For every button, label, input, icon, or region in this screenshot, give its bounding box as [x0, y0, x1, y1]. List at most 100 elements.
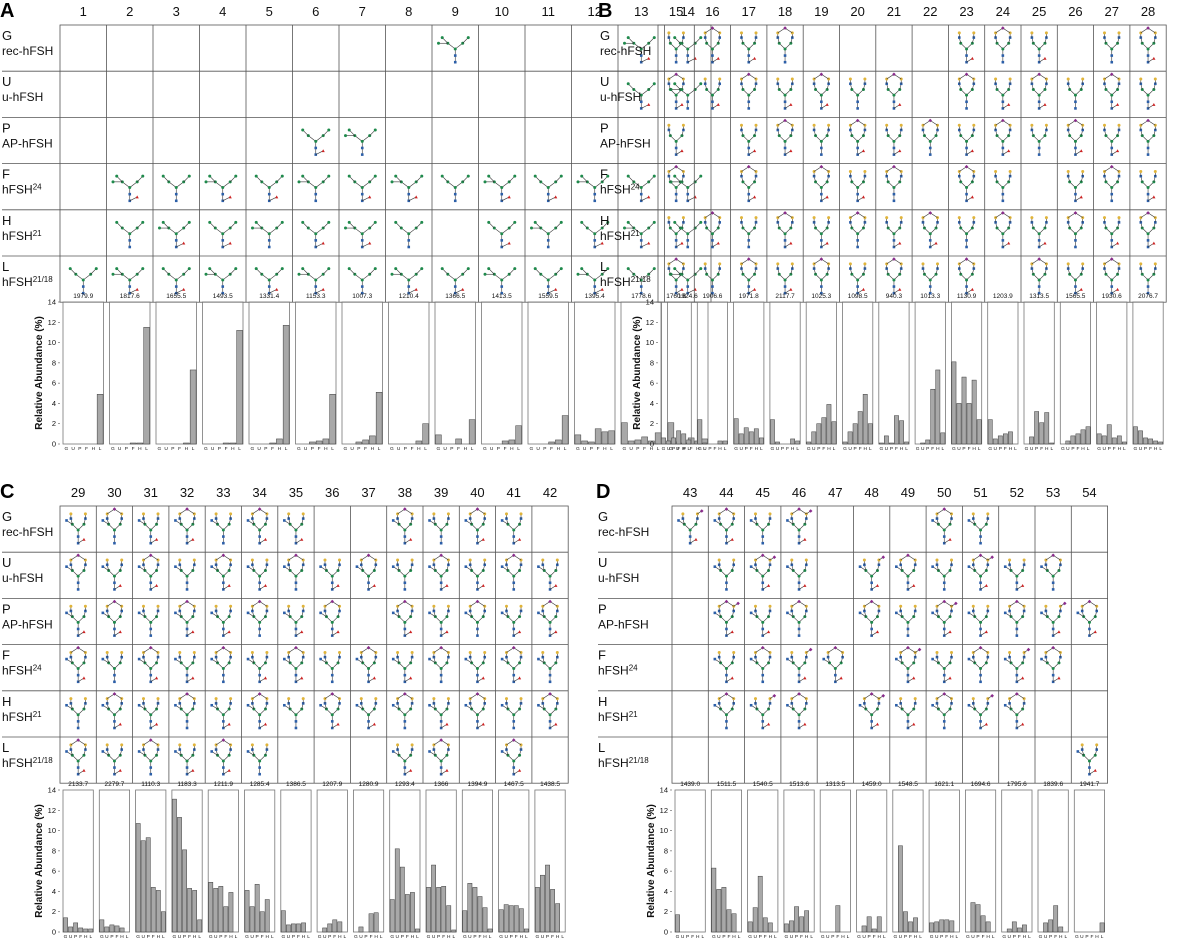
- glycan-structure-icon: [739, 72, 758, 110]
- mass-label: 1285.4: [250, 781, 270, 788]
- x-category-label: P: [218, 446, 221, 452]
- bar: [748, 431, 754, 445]
- y-axis-label: Relative Abundance (%): [632, 316, 643, 430]
- bar: [223, 906, 229, 933]
- mass-label: 1559.5: [538, 293, 558, 300]
- x-category-label: P: [171, 446, 174, 452]
- x-category-label: U: [935, 934, 939, 938]
- glycan-structure-icon: [391, 507, 414, 545]
- bar: [976, 419, 982, 445]
- bar: [254, 884, 260, 933]
- bar-frame: [747, 789, 779, 933]
- glycan-structure-icon: [749, 553, 777, 591]
- glycan-structure-icon: [355, 697, 378, 730]
- x-category-label: P: [672, 446, 675, 452]
- row-name-text: hFSH: [2, 183, 33, 197]
- x-category-label: P: [256, 934, 259, 938]
- glycan-structure-icon: [158, 220, 191, 249]
- bar-frame: [856, 789, 888, 933]
- x-category-label: G: [1075, 934, 1079, 938]
- y-tick-label: 10: [48, 826, 56, 835]
- glycan-structure-icon: [1003, 599, 1026, 637]
- glycan-structure-icon: [533, 267, 563, 295]
- x-category-label: U: [667, 446, 671, 452]
- x-category-label: P: [473, 934, 476, 938]
- column-number: 19: [814, 4, 828, 19]
- mass-label: 1013.3: [920, 293, 940, 300]
- glycan-structure-icon: [391, 558, 414, 591]
- glycan-structure-icon: [713, 599, 740, 637]
- bar: [811, 431, 817, 445]
- y-axis-label: Relative Abundance (%): [34, 804, 45, 918]
- bar-frame: [914, 301, 946, 445]
- bar-frame: [135, 789, 167, 933]
- x-category-label: F: [551, 934, 554, 938]
- bar: [775, 441, 780, 445]
- column-number: 24: [996, 4, 1010, 19]
- x-category-label: L: [610, 446, 613, 452]
- bar: [1158, 441, 1164, 445]
- bar: [355, 441, 363, 445]
- glycan-structure-icon: [251, 220, 284, 249]
- bar: [249, 906, 255, 933]
- glycan-structure-icon: [137, 738, 160, 776]
- x-category-label: L: [833, 446, 836, 452]
- x-category-label: F: [411, 446, 414, 452]
- bar: [747, 921, 753, 933]
- row-name-text: u-hFSH: [600, 90, 641, 104]
- glycan-structure-icon: [1066, 118, 1085, 156]
- x-category-label: P: [1071, 446, 1074, 452]
- x-category-label: U: [753, 934, 757, 938]
- glycan-structure-icon: [101, 599, 124, 637]
- bar: [661, 437, 666, 445]
- bar: [1017, 927, 1022, 933]
- bar: [666, 440, 671, 445]
- mass-label: 1007.3: [352, 293, 372, 300]
- x-category-label: U: [397, 446, 401, 452]
- bar: [487, 928, 493, 933]
- glycan-structure-icon: [957, 164, 976, 203]
- glycan-structure-icon: [713, 692, 736, 730]
- bar-frame: [425, 789, 457, 933]
- x-category-label: G: [966, 934, 970, 938]
- column-number: 22: [923, 4, 937, 19]
- x-category-label: L: [235, 934, 238, 938]
- x-category-label: F: [968, 446, 971, 452]
- bar: [468, 419, 476, 445]
- bar: [1058, 926, 1064, 933]
- column-number: 44: [719, 485, 733, 500]
- glycan-structure-icon: [210, 738, 233, 776]
- bar: [518, 908, 524, 933]
- column-number: 14: [681, 4, 695, 19]
- x-category-label: H: [936, 446, 940, 452]
- x-category-label: F: [261, 934, 264, 938]
- x-category-label: F: [224, 934, 227, 938]
- glycan-structure-icon: [786, 599, 808, 637]
- glycan-structure-icon: [812, 123, 831, 156]
- x-category-label: F: [822, 446, 825, 452]
- x-category-label: G: [952, 446, 956, 452]
- x-category-label: P: [357, 446, 360, 452]
- x-category-label: U: [105, 934, 109, 938]
- row-code: U: [600, 74, 609, 89]
- glycan-structure-icon: [301, 220, 331, 249]
- bar: [280, 910, 286, 933]
- x-category-label: G: [807, 446, 811, 452]
- bar: [545, 864, 550, 933]
- bar: [508, 439, 516, 445]
- x-category-label: U: [69, 934, 73, 938]
- bar: [992, 438, 998, 445]
- x-category-label: G: [65, 446, 69, 452]
- y-axis-label: Relative Abundance (%): [646, 804, 657, 918]
- mass-label: 940.3: [886, 293, 903, 300]
- glycan-structure-icon: [1003, 647, 1031, 684]
- glycan-structure-icon: [669, 174, 703, 203]
- x-category-label: H: [231, 446, 235, 452]
- x-category-label: H: [464, 446, 468, 452]
- x-category-label: H: [603, 446, 607, 452]
- bar: [515, 425, 522, 445]
- bar: [446, 905, 452, 933]
- glycan-structure-icon: [776, 26, 794, 64]
- glycan-structure-icon: [464, 650, 487, 684]
- bar: [975, 904, 981, 933]
